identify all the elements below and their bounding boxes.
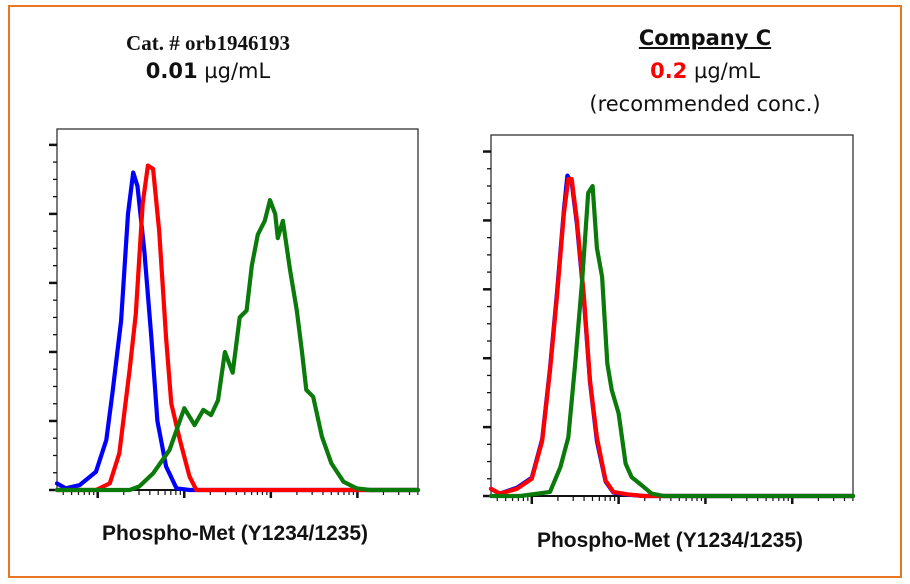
right-green-histogram-line [488, 183, 856, 499]
right-conc-unit: µg/mL [693, 59, 760, 83]
left-green-histogram-line [54, 198, 421, 493]
right-x-axis-label: Phospho-Met (Y1234/1235) [536, 529, 804, 552]
left-conc-unit: µg/mL [204, 59, 271, 83]
right-title-note: (recommended conc.) [589, 92, 821, 116]
right-title-concentration: 0.2 µg/mL [605, 59, 805, 83]
left-red-histogram-line [54, 163, 421, 493]
right-conc-value: 0.2 [650, 59, 688, 83]
orange-border [8, 5, 902, 578]
right-plot-frame [490, 134, 854, 497]
left-title-concentration: 0.01 µg/mL [108, 59, 308, 83]
left-conc-value: 0.01 [145, 59, 198, 83]
right-title-company: Company C [638, 26, 772, 50]
left-title-catalog: Cat. # orb1946193 [126, 31, 290, 55]
left-x-axis-label: Phospho-Met (Y1234/1235) [101, 522, 369, 545]
right-red-histogram-line [488, 177, 856, 499]
left-blue-histogram-line [54, 170, 421, 493]
left-plot-frame [56, 128, 419, 491]
